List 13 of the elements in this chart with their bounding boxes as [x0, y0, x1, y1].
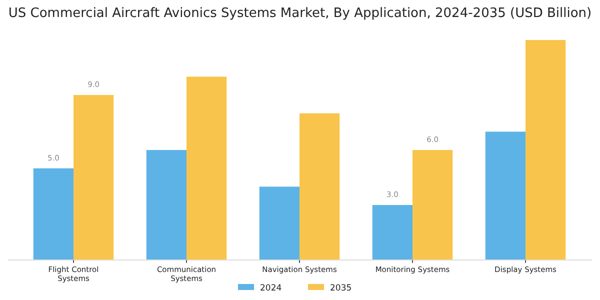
- bar: [259, 186, 300, 260]
- chart-title: US Commercial Aircraft Avionics Systems Market, By Application, 2024-2035 (USD Billion): [8, 6, 592, 21]
- legend-label: 2024: [260, 284, 282, 294]
- bar: [300, 113, 340, 260]
- bar: [33, 168, 74, 260]
- bar: [372, 205, 412, 260]
- bar: [186, 76, 227, 260]
- bar: [485, 132, 526, 260]
- bar: [412, 150, 453, 260]
- bar: [74, 95, 114, 260]
- bar: [146, 150, 186, 260]
- legend-label: 2035: [330, 284, 352, 294]
- bar: [526, 40, 566, 260]
